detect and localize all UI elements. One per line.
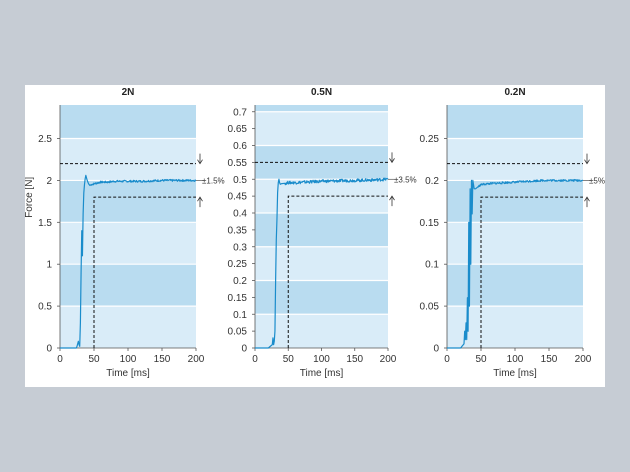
plot-band <box>60 180 196 223</box>
x-tick-label: 0 <box>444 354 450 365</box>
plot-band <box>60 105 196 139</box>
y-axis-label: Force [N] <box>25 177 35 218</box>
plot-band <box>447 306 583 348</box>
plot-band <box>447 180 583 223</box>
x-tick-label: 100 <box>120 354 137 365</box>
series-line <box>59 174 197 349</box>
x-tick-label: 200 <box>575 354 592 365</box>
x-tick-label: 150 <box>346 354 363 365</box>
y-tick-label: 1.5 <box>38 218 52 229</box>
plot-band <box>447 138 583 181</box>
tolerance-arrowhead <box>389 195 395 201</box>
plot-band <box>60 138 196 181</box>
x-tick-label: 0 <box>57 354 63 365</box>
series-line <box>446 178 584 349</box>
x-tick-label: 150 <box>541 354 558 365</box>
y-tick-label: 0.25 <box>228 259 248 270</box>
tolerance-arrowhead <box>584 159 590 165</box>
tolerance-arrowhead <box>389 158 395 164</box>
tolerance-arrowhead <box>584 196 590 202</box>
plot-band <box>255 111 388 146</box>
lower-limit-line <box>93 196 196 348</box>
plot-band <box>255 246 388 281</box>
y-tick-label: 0 <box>241 344 247 355</box>
y-tick-label: 0.1 <box>425 260 439 271</box>
plot-band <box>447 222 583 265</box>
x-tick-label: 200 <box>380 354 397 365</box>
x-tick-label: 150 <box>154 354 171 365</box>
x-tick-label: 100 <box>313 354 330 365</box>
y-tick-label: 0.6 <box>233 141 247 152</box>
y-tick-label: 0.3 <box>233 242 247 253</box>
plot-band <box>60 264 196 307</box>
y-tick-label: 0.5 <box>38 302 52 313</box>
plot-band <box>255 213 388 247</box>
force-response-charts: 0 0.5 1 1.5 2 2.5 0 50 100 150 200 2N Time [ms] Force… <box>25 87 605 379</box>
tolerance-arrowhead <box>197 159 203 165</box>
panel-2: 0 0.05 0.1 0.15 0.2 0.25 0 50 100 150 200 0.2N Time … <box>420 87 605 379</box>
tolerance-label: ±3.5% <box>394 175 417 184</box>
x-axis-label: Time [ms] <box>493 368 537 379</box>
chart-title: 2N <box>122 87 135 98</box>
y-tick-label: 0.15 <box>420 218 440 229</box>
y-tick-label: 0.35 <box>228 225 248 236</box>
y-tick-label: 2 <box>46 176 52 187</box>
tolerance-label: ±5% <box>589 176 605 185</box>
plot-band <box>60 306 196 348</box>
plot-band <box>60 222 196 265</box>
chart-title: 0.2N <box>504 87 525 98</box>
x-axis-label: Time [ms] <box>106 368 150 379</box>
y-tick-label: 0.5 <box>233 175 247 186</box>
figure: 0 0.5 1 1.5 2 2.5 0 50 100 150 200 2N Time [ms] Force… <box>25 85 605 387</box>
y-tick-label: 0.4 <box>233 209 247 220</box>
y-tick-label: 0.2 <box>425 176 439 187</box>
y-tick-label: 1 <box>46 260 52 271</box>
tolerance-label: ±1.5% <box>202 176 225 185</box>
y-tick-label: 0.55 <box>228 158 248 169</box>
plot-band <box>447 105 583 139</box>
y-tick-label: 0.65 <box>228 124 248 135</box>
x-axis-label: Time [ms] <box>300 368 344 379</box>
y-tick-label: 0.7 <box>233 107 247 118</box>
y-tick-label: 2.5 <box>38 134 52 145</box>
plot-band <box>255 105 388 112</box>
chart-title: 0.5N <box>311 87 332 98</box>
panel-1: 0 0.05 0.1 0.15 0.2 0.25 0.3 0.35 0.4 0.45 0.5 0.55… <box>228 87 417 379</box>
plot-band <box>255 280 388 315</box>
lower-limit-line <box>480 196 583 348</box>
y-tick-label: 0.2 <box>233 276 247 287</box>
series-line <box>254 177 389 349</box>
y-tick-label: 0.05 <box>228 327 248 338</box>
lower-limit-line <box>287 195 388 348</box>
y-tick-label: 0.15 <box>228 293 248 304</box>
x-tick-label: 200 <box>188 354 205 365</box>
x-tick-label: 50 <box>283 354 295 365</box>
y-tick-label: 0.1 <box>233 310 247 321</box>
y-tick-label: 0 <box>46 344 52 355</box>
x-tick-label: 50 <box>88 354 100 365</box>
x-tick-label: 50 <box>475 354 487 365</box>
y-tick-label: 0.05 <box>420 302 440 313</box>
x-tick-label: 0 <box>252 354 258 365</box>
y-tick-label: 0.45 <box>228 192 248 203</box>
panel-0: 0 0.5 1 1.5 2 2.5 0 50 100 150 200 2N Time [ms] Force… <box>25 87 225 379</box>
tolerance-arrowhead <box>197 196 203 202</box>
plot-band <box>255 314 388 348</box>
y-tick-label: 0.25 <box>420 134 440 145</box>
y-tick-label: 0 <box>433 344 439 355</box>
x-tick-label: 100 <box>507 354 524 365</box>
